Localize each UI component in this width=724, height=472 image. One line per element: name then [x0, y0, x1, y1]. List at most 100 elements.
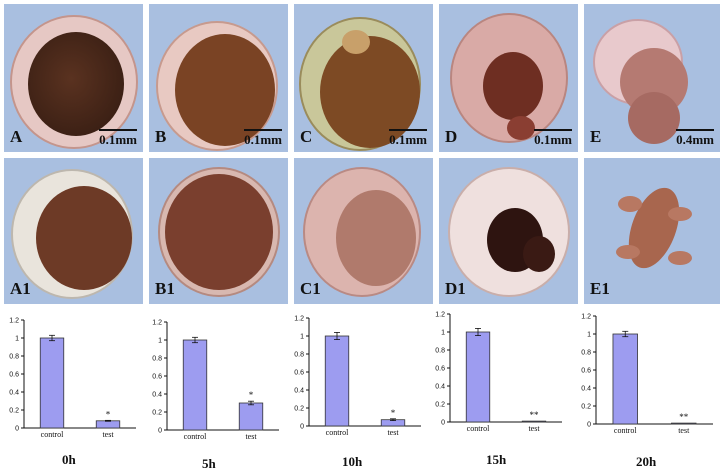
- y-tick-label: 0: [158, 428, 162, 435]
- panel-label: B: [155, 127, 167, 146]
- y-tick-label: 1: [587, 332, 591, 339]
- bar-control: [182, 339, 208, 431]
- y-tick-label: 0: [15, 426, 19, 433]
- x-category-label: control: [467, 424, 490, 433]
- y-tick-label: 0: [587, 422, 591, 429]
- embryo-image-e: [593, 19, 688, 144]
- y-tick-label: 0.4: [435, 384, 445, 391]
- y-tick-label: 1: [158, 338, 162, 345]
- x-category-label: control: [614, 426, 637, 435]
- y-tick-label: 0.2: [435, 402, 445, 409]
- bar-chart-15h: 0 0.2 0.4 0.6 0.8 1 1.2 control ** test: [426, 310, 566, 434]
- panel-e1: E1: [584, 158, 720, 304]
- chart-title-20h: 20h: [636, 454, 657, 469]
- embryo-image-e1: [616, 187, 692, 269]
- y-tick-label: 0.2: [294, 406, 304, 413]
- y-tick-label: 1: [300, 334, 304, 341]
- y-tick-label: 0.8: [294, 352, 304, 359]
- bar-control: [324, 335, 350, 427]
- significance-mark: *: [391, 408, 396, 418]
- bar-chart-svg: 0 0.2 0.4 0.6 0.8 1 1.2 control ** test: [581, 314, 713, 435]
- y-tick-label: 0.6: [9, 372, 19, 379]
- x-category-label: test: [245, 432, 257, 441]
- y-tick-label: 0.4: [152, 392, 162, 399]
- bar-chart-svg: 0 0.2 0.4 0.6 0.8 1 1.2 control ** test: [435, 312, 562, 433]
- bar-control: [39, 337, 65, 429]
- y-tick-label: 1.2: [9, 318, 19, 325]
- chart-title-0h: 0h: [62, 452, 76, 467]
- bar-chart-svg: 0 0.2 0.4 0.6 0.8 1 1.2 control * test: [9, 318, 136, 439]
- panel-label: A: [10, 127, 23, 146]
- embryo-image-b1: [158, 167, 280, 297]
- y-tick-label: 0.4: [9, 390, 19, 397]
- scale-bar: 0.4mm: [676, 129, 714, 148]
- scale-bar: 0.1mm: [244, 129, 282, 148]
- bar-chart-0h: 0 0.2 0.4 0.6 0.8 1 1.2 control * test: [0, 316, 140, 440]
- significance-mark: **: [679, 412, 689, 422]
- panel-d1: D1: [439, 158, 578, 304]
- panel-c1: C1: [294, 158, 433, 304]
- x-category-label: test: [387, 428, 399, 437]
- y-tick-label: 0.6: [152, 374, 162, 381]
- bar-chart-svg: 0 0.2 0.4 0.6 0.8 1 1.2 control * test: [294, 316, 421, 437]
- panel-b1: B1: [149, 158, 288, 304]
- embryo-image-d: [450, 13, 568, 143]
- panel-label: D1: [445, 279, 466, 298]
- y-tick-label: 0.2: [9, 408, 19, 415]
- bar-chart-svg: 0 0.2 0.4 0.6 0.8 1 1.2 control * test: [152, 320, 279, 441]
- y-tick-label: 0.4: [294, 388, 304, 395]
- y-tick-label: 0: [300, 424, 304, 431]
- scale-bar: 0.1mm: [389, 129, 427, 148]
- panel-a1: A1: [4, 158, 143, 304]
- scale-bar: 0.1mm: [534, 129, 572, 148]
- y-tick-label: 0.6: [294, 370, 304, 377]
- x-category-label: control: [41, 430, 64, 439]
- y-tick-label: 1.2: [294, 316, 304, 323]
- y-tick-label: 0.8: [9, 354, 19, 361]
- embryo-image-b: [156, 21, 278, 151]
- y-tick-label: 0.6: [581, 368, 591, 375]
- x-category-label: control: [184, 432, 207, 441]
- bar-chart-10h: 0 0.2 0.4 0.6 0.8 1 1.2 control * test: [285, 314, 425, 438]
- chart-title-10h: 10h: [342, 454, 363, 469]
- x-category-label: control: [326, 428, 349, 437]
- bar-control: [465, 331, 491, 423]
- y-tick-label: 0.8: [581, 350, 591, 357]
- embryo-image-c1: [303, 167, 421, 297]
- panel-label: C1: [300, 279, 321, 298]
- y-tick-label: 1.2: [581, 314, 591, 321]
- x-category-label: test: [102, 430, 114, 439]
- bar-test: [521, 420, 547, 423]
- scale-bar: 0.1mm: [99, 129, 137, 148]
- x-category-label: test: [528, 424, 540, 433]
- significance-mark: **: [530, 410, 540, 420]
- panel-label: A1: [10, 279, 31, 298]
- x-category-label: test: [678, 426, 690, 435]
- panel-b: B 0.1mm: [149, 4, 288, 152]
- embryo-image-c: [299, 17, 421, 151]
- embryo-image-a: [10, 15, 138, 149]
- panel-d: D 0.1mm: [439, 4, 578, 152]
- chart-title-15h: 15h: [486, 452, 507, 467]
- bar-chart-20h: 0 0.2 0.4 0.6 0.8 1 1.2 control ** test: [572, 312, 717, 436]
- y-tick-label: 0.4: [581, 386, 591, 393]
- panel-a: A 0.1mm: [4, 4, 143, 152]
- y-tick-label: 1: [15, 336, 19, 343]
- bar-chart-5h: 0 0.2 0.4 0.6 0.8 1 1.2 control * test: [143, 318, 283, 442]
- panel-label: E1: [590, 279, 610, 298]
- y-tick-label: 1: [441, 330, 445, 337]
- y-tick-label: 0.2: [152, 410, 162, 417]
- bar-test: [238, 402, 264, 431]
- panel-c: C 0.1mm: [294, 4, 433, 152]
- y-tick-label: 1.2: [435, 312, 445, 319]
- bar-test: [95, 420, 121, 429]
- chart-title-5h: 5h: [202, 456, 216, 471]
- y-tick-label: 0.6: [435, 366, 445, 373]
- panel-label: E: [590, 127, 602, 146]
- bar-control: [612, 333, 638, 425]
- y-tick-label: 0.8: [152, 356, 162, 363]
- embryo-image-a1: [11, 169, 133, 299]
- embryo-image-d1: [448, 167, 570, 297]
- y-tick-label: 1.2: [152, 320, 162, 327]
- panel-label: B1: [155, 279, 175, 298]
